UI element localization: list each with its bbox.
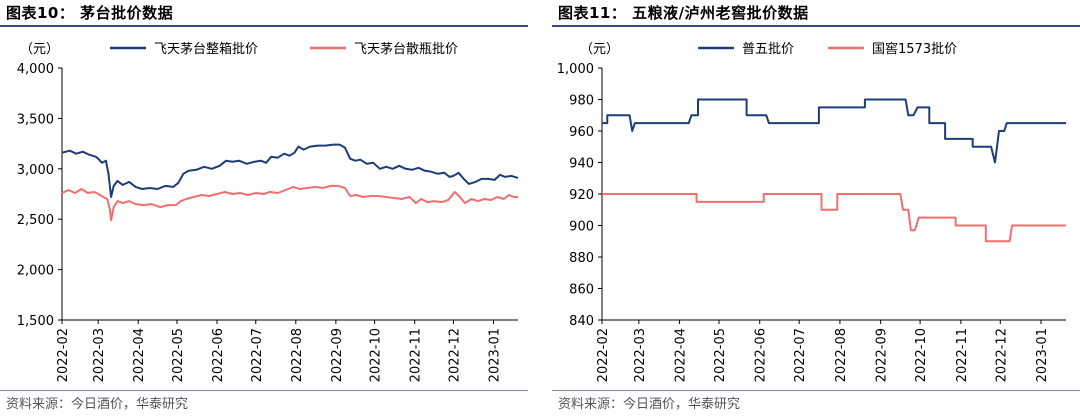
y-tick-label: 4,000 — [17, 62, 54, 77]
y-unit-label: （元） — [580, 42, 620, 57]
y-tick-label: 860 — [569, 283, 594, 298]
x-tick-label: 2022-03 — [633, 328, 648, 382]
chart-panel-wuliangye: 图表11： 五粮液/泸州老窖批价数据 （元） 840 860 880 900 920 94… — [552, 0, 1080, 418]
x-tick-label: 2022-12 — [994, 328, 1009, 382]
chart-panel-moutai: 图表10： 茅台批价数据 （元） 1,500 2,000 2,500 3,000 3,5… — [0, 0, 528, 418]
x-tick-label: 2022-09 — [875, 328, 890, 382]
x-tick-label: 2022-05 — [713, 328, 728, 382]
title-rule — [552, 25, 1080, 27]
x-tick-label: 2022-11 — [955, 328, 970, 382]
series-line — [602, 98, 1066, 164]
legend-label: 国窖1573批价 — [872, 41, 957, 57]
title-rule — [0, 25, 528, 27]
x-tick-label: 2022-11 — [409, 328, 424, 382]
x-tick-label: 2023-01 — [487, 328, 502, 382]
x-tick-label: 2022-08 — [290, 328, 305, 382]
wuliangye-laojiao-price-chart: 840 860 880 900 920 940 960 980 1,000 2022-02 2022… — [557, 41, 1066, 382]
y-tick-label: 920 — [569, 188, 594, 203]
y-tick-label: 3,500 — [17, 112, 54, 127]
source-note: 资料来源：今日酒价，华泰研究 — [6, 397, 189, 412]
y-tick-label: 2,500 — [17, 213, 54, 228]
x-tick-label: 2022-09 — [330, 328, 345, 382]
y-tick-label: 940 — [569, 157, 594, 172]
x-tick-label: 2022-06 — [211, 328, 226, 382]
series-line — [61, 184, 518, 222]
y-unit-label: （元） — [20, 42, 60, 57]
y-tick-label: 840 — [569, 314, 594, 329]
y-tick-label: 980 — [569, 94, 594, 109]
chart-title: 图表10： 茅台批价数据 — [6, 4, 174, 22]
chart-title: 图表11： 五粮液/泸州老窖批价数据 — [558, 4, 809, 22]
bottom-rule — [0, 390, 528, 391]
x-tick-label: 2022-02 — [56, 328, 71, 382]
x-tick-label: 2022-10 — [914, 328, 929, 382]
x-tick-label: 2022-07 — [793, 328, 808, 382]
x-tick-label: 2022-10 — [369, 328, 384, 382]
legend-label: 飞天茅台整箱批价 — [154, 41, 258, 57]
y-tick-label: 2,000 — [17, 264, 54, 279]
series-line — [61, 143, 519, 198]
x-tick-label: 2022-03 — [92, 328, 107, 382]
y-tick-label: 880 — [569, 251, 594, 266]
y-tick-label: 1,000 — [557, 62, 594, 77]
series-line — [602, 193, 1066, 243]
source-note: 资料来源：今日酒价，华泰研究 — [558, 397, 741, 412]
legend-label: 普五批价 — [742, 42, 794, 57]
x-tick-label: 2022-05 — [171, 328, 186, 382]
x-tick-label: 2023-01 — [1035, 328, 1050, 382]
x-tick-label: 2022-08 — [834, 328, 849, 382]
moutai-price-chart: 1,500 2,000 2,500 3,000 3,500 4,000 2022-02 202… — [17, 41, 519, 382]
legend-label: 飞天茅台散瓶批价 — [354, 42, 458, 57]
bottom-rule — [552, 390, 1080, 391]
x-tick-label: 2022-02 — [596, 328, 611, 382]
x-tick-label: 2022-07 — [250, 328, 265, 382]
x-tick-label: 2022-04 — [132, 328, 147, 382]
x-tick-label: 2022-04 — [674, 328, 689, 382]
x-tick-label: 2022-12 — [447, 328, 462, 382]
y-tick-label: 1,500 — [17, 314, 54, 329]
y-tick-label: 900 — [569, 220, 594, 235]
y-tick-label: 3,000 — [17, 163, 54, 178]
x-tick-label: 2022-06 — [754, 328, 769, 382]
y-tick-label: 960 — [569, 125, 594, 140]
